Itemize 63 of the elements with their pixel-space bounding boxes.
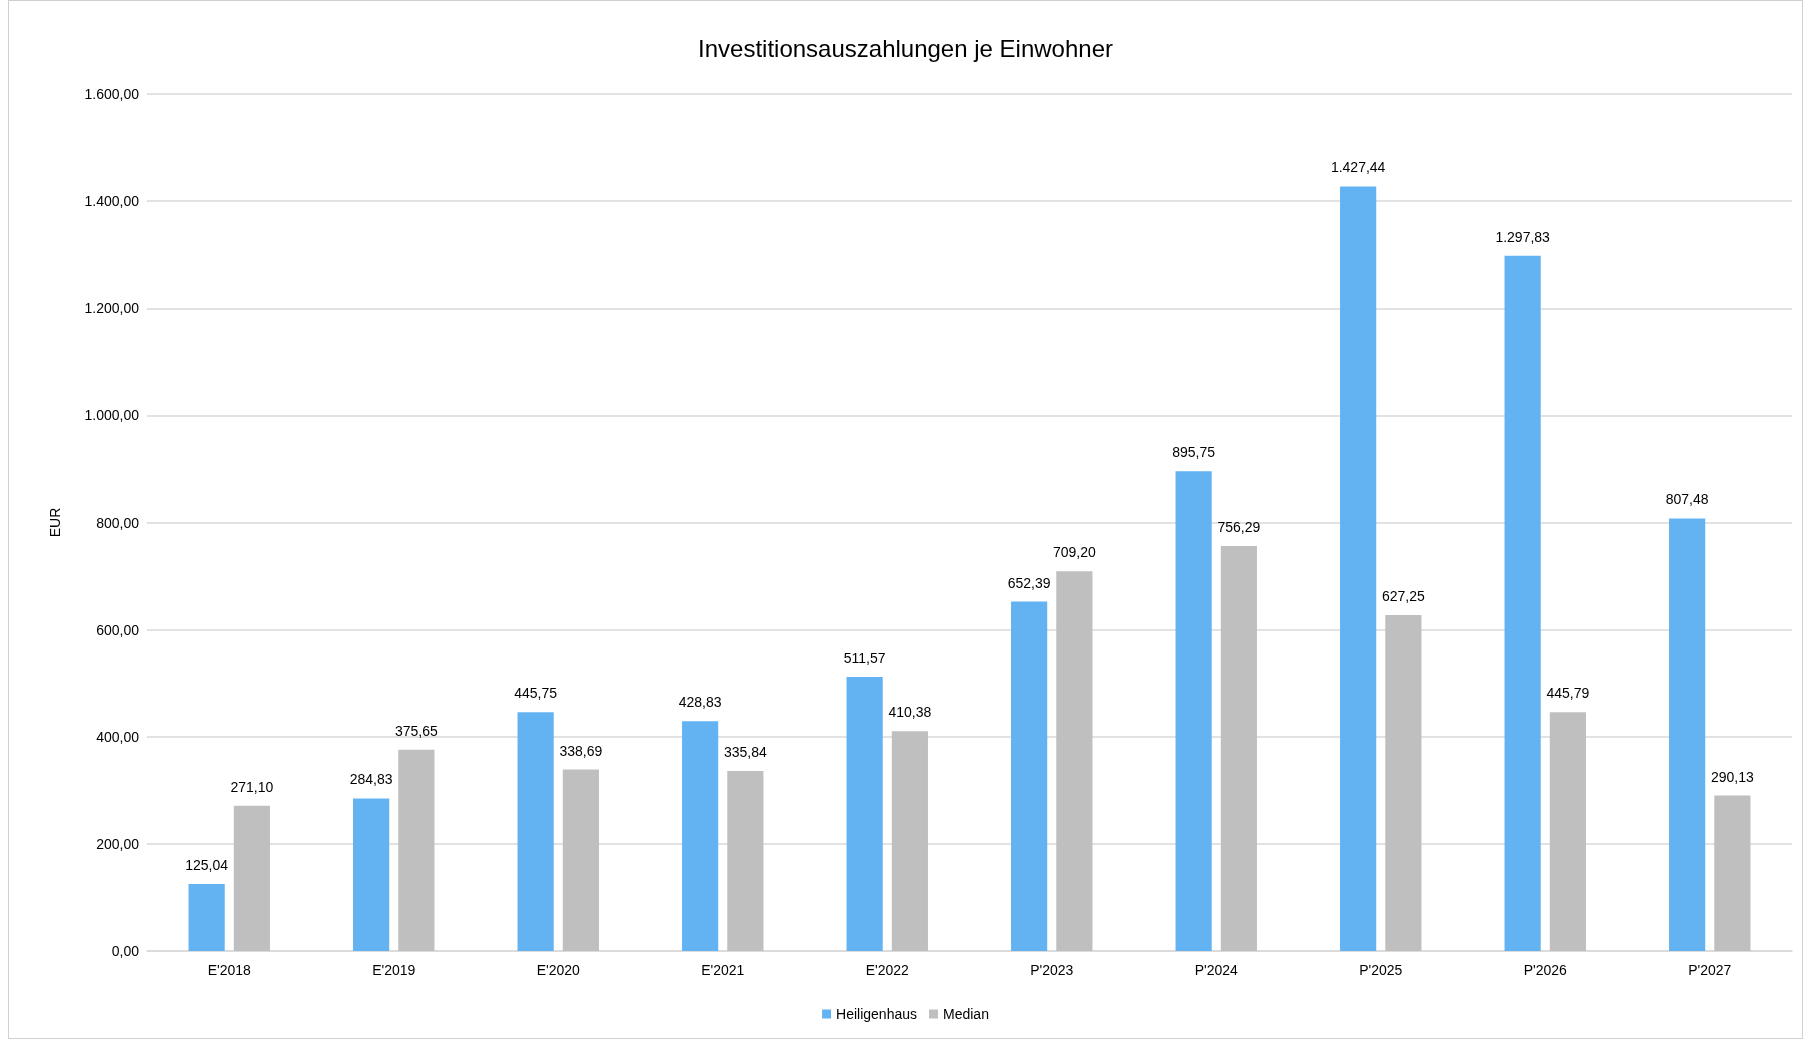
bar bbox=[682, 721, 719, 951]
y-tick-label: 1.000,00 bbox=[84, 407, 140, 424]
x-tick-label: E'2018 bbox=[207, 962, 252, 978]
x-tick-label: P'2023 bbox=[1030, 962, 1074, 978]
bar bbox=[1056, 571, 1093, 951]
data-label: 445,79 bbox=[1546, 685, 1590, 702]
bar bbox=[233, 805, 270, 951]
y-tick-label: 0,00 bbox=[111, 943, 140, 959]
bar bbox=[891, 731, 928, 951]
x-tick-label: E'2019 bbox=[372, 962, 416, 978]
data-label: 428,83 bbox=[678, 694, 722, 711]
y-tick-label: 1.400,00 bbox=[84, 193, 140, 210]
legend-label: Median bbox=[943, 1006, 989, 1022]
y-tick-label: 1.200,00 bbox=[84, 300, 140, 317]
bar bbox=[727, 771, 764, 951]
x-tick-label: P'2027 bbox=[1688, 962, 1732, 978]
data-label: 284,83 bbox=[349, 771, 393, 788]
bar bbox=[1549, 712, 1586, 951]
bar bbox=[1669, 518, 1706, 951]
chart-title: Investitionsauszahlungen je Einwohner bbox=[698, 34, 1113, 62]
data-label: 709,20 bbox=[1052, 544, 1096, 561]
data-label: 511,57 bbox=[843, 649, 886, 666]
x-tick-label: E'2022 bbox=[865, 962, 910, 978]
data-label: 290,13 bbox=[1710, 768, 1754, 785]
bar bbox=[398, 749, 435, 951]
data-label: 125,04 bbox=[185, 857, 229, 874]
data-label: 652,39 bbox=[1007, 574, 1051, 591]
x-tick-label: P'2024 bbox=[1194, 962, 1239, 978]
y-tick-label: 400,00 bbox=[96, 728, 140, 745]
data-label: 335,84 bbox=[723, 744, 767, 761]
data-label: 271,10 bbox=[230, 778, 274, 795]
bar bbox=[1220, 545, 1257, 951]
bar bbox=[1011, 601, 1048, 951]
x-tick-label: P'2025 bbox=[1359, 962, 1403, 978]
x-tick-label: E'2020 bbox=[536, 962, 581, 978]
data-label: 1.297,83 bbox=[1495, 228, 1551, 245]
y-tick-label: 1.600,00 bbox=[84, 86, 140, 102]
data-label: 375,65 bbox=[394, 722, 438, 739]
legend-label: Heiligenhaus bbox=[836, 1006, 918, 1022]
data-label: 895,75 bbox=[1172, 444, 1216, 461]
bar bbox=[1340, 186, 1377, 951]
x-tick-label: E'2021 bbox=[701, 962, 745, 978]
y-tick-label: 800,00 bbox=[96, 514, 140, 531]
data-label: 756,29 bbox=[1217, 518, 1261, 535]
y-tick-label: 600,00 bbox=[96, 621, 140, 638]
bar bbox=[846, 676, 883, 951]
bar bbox=[1504, 255, 1541, 951]
bar bbox=[353, 798, 390, 951]
y-tick-label: 200,00 bbox=[96, 835, 140, 852]
bar bbox=[562, 769, 599, 951]
bar bbox=[1385, 615, 1422, 951]
data-label: 1.427,44 bbox=[1330, 159, 1386, 176]
data-label: 410,38 bbox=[888, 704, 932, 721]
bar bbox=[1175, 471, 1212, 951]
x-tick-label: P'2026 bbox=[1523, 962, 1568, 978]
y-axis-title: EUR bbox=[47, 507, 63, 538]
bar bbox=[188, 884, 225, 951]
bar bbox=[517, 712, 554, 951]
data-label: 445,75 bbox=[514, 685, 558, 702]
bar bbox=[1714, 795, 1751, 951]
data-label: 627,25 bbox=[1381, 588, 1425, 605]
data-label: 338,69 bbox=[559, 742, 603, 759]
data-label: 807,48 bbox=[1665, 491, 1709, 508]
